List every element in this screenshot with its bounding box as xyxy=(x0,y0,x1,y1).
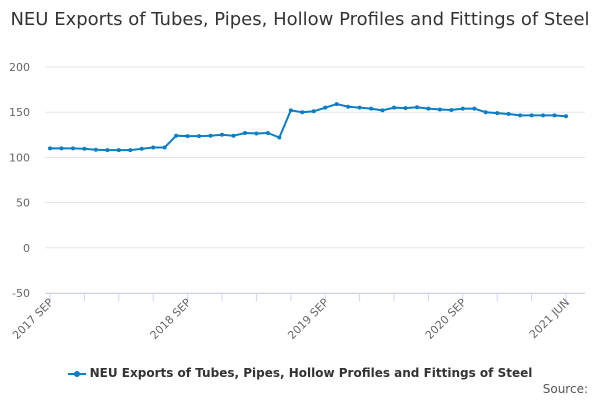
data-point xyxy=(323,105,328,110)
data-point xyxy=(437,107,442,112)
data-point xyxy=(541,113,546,118)
y-tick-label: 200 xyxy=(9,61,30,74)
x-tick-label: 2018 SEP xyxy=(148,296,194,342)
data-point xyxy=(242,130,247,135)
data-point xyxy=(483,110,488,115)
data-point xyxy=(151,145,156,150)
x-tick-label: 2021 JUN xyxy=(527,296,572,341)
data-point xyxy=(70,146,75,151)
data-point xyxy=(529,113,534,118)
data-point xyxy=(174,133,179,138)
data-point xyxy=(162,145,167,150)
legend-item[interactable]: NEU Exports of Tubes, Pipes, Hollow Prof… xyxy=(0,366,600,380)
data-point xyxy=(116,148,121,153)
x-tick-label: 2020 SEP xyxy=(423,296,469,342)
y-tick-label: 150 xyxy=(9,106,30,119)
data-point xyxy=(369,106,374,111)
data-point xyxy=(506,112,511,117)
data-point xyxy=(288,108,293,113)
data-point xyxy=(265,130,270,135)
data-point xyxy=(380,108,385,113)
data-point xyxy=(552,113,557,118)
y-tick-label: 50 xyxy=(16,197,30,210)
data-point xyxy=(185,134,190,139)
data-point xyxy=(392,105,396,110)
data-point xyxy=(208,133,213,138)
data-point xyxy=(82,146,87,151)
data-point xyxy=(128,148,133,153)
source-label: Source: xyxy=(542,382,588,396)
data-point xyxy=(564,114,568,119)
y-tick-label: -50 xyxy=(12,287,30,300)
data-point xyxy=(277,135,282,140)
series-line xyxy=(50,103,567,152)
data-point xyxy=(59,146,64,151)
data-point xyxy=(254,131,259,136)
data-point xyxy=(346,104,351,109)
data-point xyxy=(403,106,408,111)
data-point xyxy=(460,106,465,111)
data-point xyxy=(414,105,419,110)
legend-swatch-icon xyxy=(67,370,86,377)
data-point xyxy=(311,109,316,114)
chart-title: NEU Exports of Tubes, Pipes, Hollow Prof… xyxy=(10,9,590,30)
data-point xyxy=(300,110,305,115)
data-point xyxy=(231,133,236,138)
data-point xyxy=(93,147,98,152)
data-point xyxy=(426,106,431,111)
data-point xyxy=(449,107,454,112)
data-point xyxy=(472,106,477,111)
x-tick-label: 2019 SEP xyxy=(285,296,331,342)
data-point xyxy=(139,146,144,151)
data-point xyxy=(197,134,202,139)
data-point xyxy=(495,111,500,116)
data-point xyxy=(105,148,110,153)
data-point xyxy=(334,102,339,107)
y-tick-label: 0 xyxy=(23,242,30,255)
legend-label: NEU Exports of Tubes, Pipes, Hollow Prof… xyxy=(89,366,533,380)
y-tick-label: 100 xyxy=(9,151,30,164)
data-point xyxy=(357,105,362,110)
data-point xyxy=(518,113,523,118)
x-tick-label: 2017 SEP xyxy=(10,296,56,342)
data-point xyxy=(48,146,52,151)
data-point xyxy=(220,132,224,137)
